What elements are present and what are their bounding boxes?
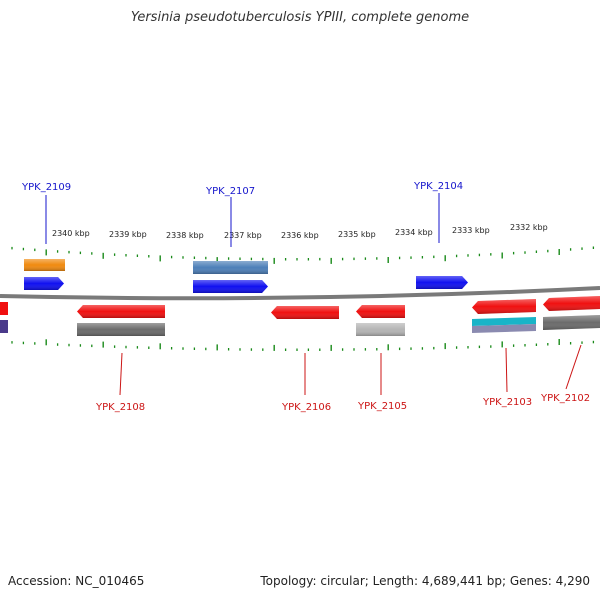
reverse-features	[0, 296, 600, 336]
ruler-ticks-bottom	[11, 339, 595, 351]
callout-lines	[45, 193, 582, 396]
gene-ypk-2107-feature[interactable]	[193, 261, 268, 293]
gene-label-ypk-2102[interactable]: YPK_2102	[540, 393, 590, 404]
gene-ypk-2102-feature[interactable]	[543, 296, 600, 330]
gene-ypk-2108-feature[interactable]	[77, 305, 165, 336]
genome-summary-text: Topology: circular; Length: 4,689,441 bp…	[260, 574, 590, 588]
gene-ypk-2105-feature[interactable]	[356, 305, 405, 336]
gene-left-edge-feature[interactable]	[0, 302, 8, 333]
ruler-ticks-top	[11, 246, 595, 264]
forward-features	[24, 259, 468, 293]
ruler-label: 2338 kbp	[166, 231, 204, 240]
gene-label-ypk-2109[interactable]: YPK_2109	[21, 182, 71, 193]
ruler-label: 2333 kbp	[452, 226, 490, 235]
accession-text: Accession: NC_010465	[8, 574, 145, 588]
map-title: Yersinia pseudotuberculosis YPIII, compl…	[130, 10, 470, 25]
gene-label-ypk-2105[interactable]: YPK_2105	[357, 401, 407, 412]
gene-ypk-2103-feature[interactable]	[472, 299, 536, 333]
gene-ypk-2104-feature[interactable]	[416, 276, 468, 289]
ruler-label: 2336 kbp	[281, 231, 319, 240]
genome-backbone	[0, 286, 600, 301]
ruler-label: 2335 kbp	[338, 230, 376, 239]
gene-ypk-2109-feature[interactable]	[24, 259, 65, 290]
gene-ypk-2106-feature[interactable]	[271, 306, 339, 319]
gene-label-ypk-2107[interactable]: YPK_2107	[205, 186, 255, 197]
gene-label-ypk-2103[interactable]: YPK_2103	[482, 397, 532, 408]
ruler-label: 2332 kbp	[510, 223, 548, 232]
gene-label-ypk-2104[interactable]: YPK_2104	[413, 181, 463, 192]
gene-label-ypk-2106[interactable]: YPK_2106	[281, 402, 331, 413]
ruler-labels: 2340 kbp 2339 kbp 2338 kbp 2337 kbp 2336…	[52, 223, 548, 240]
ruler-label: 2334 kbp	[395, 228, 433, 237]
ruler-label: 2339 kbp	[109, 230, 147, 239]
gene-label-ypk-2108[interactable]: YPK_2108	[95, 402, 145, 413]
ruler-label: 2337 kbp	[224, 231, 262, 240]
ruler-label: 2340 kbp	[52, 229, 90, 238]
